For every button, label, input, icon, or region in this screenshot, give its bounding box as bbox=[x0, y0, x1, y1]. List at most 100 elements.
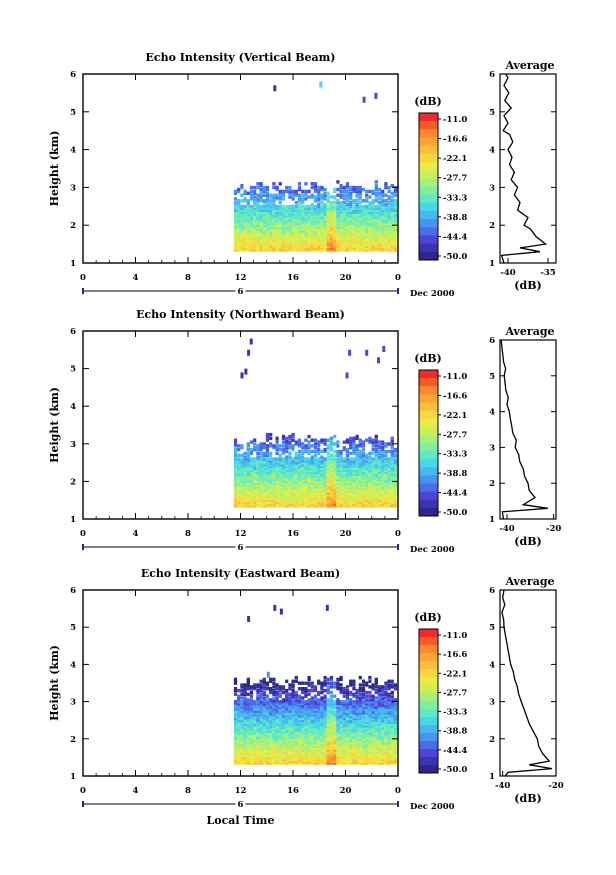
heatmap-cell bbox=[243, 455, 247, 459]
heatmap-cell bbox=[265, 197, 270, 201]
heatmap-cell bbox=[294, 733, 298, 737]
heatmap-cell bbox=[371, 212, 375, 216]
heatmap-cell bbox=[291, 733, 295, 737]
heatmap-cell bbox=[256, 485, 260, 489]
heatmap-cell bbox=[285, 468, 289, 472]
heatmap-cell bbox=[246, 677, 250, 682]
heatmap-cell bbox=[301, 703, 305, 708]
heatmap-cell bbox=[285, 466, 289, 471]
heatmap-cell bbox=[342, 238, 346, 243]
heatmap-cell bbox=[265, 711, 270, 715]
heatmap-cell bbox=[317, 692, 321, 696]
heatmap-cell bbox=[329, 487, 334, 491]
heatmap-cell bbox=[285, 504, 289, 508]
heatmap-cell bbox=[253, 210, 257, 214]
heatmap-cell bbox=[265, 193, 270, 197]
heatmap-cell bbox=[345, 724, 350, 728]
heatmap-cell bbox=[365, 193, 369, 197]
heatmap-cell bbox=[393, 464, 398, 469]
heatmap-cell bbox=[288, 742, 292, 747]
heatmap-cell bbox=[262, 455, 266, 459]
heatmap-cell bbox=[275, 703, 279, 708]
heatmap-cell bbox=[285, 221, 289, 226]
heatmap-cell bbox=[374, 184, 378, 188]
heatmap-cell bbox=[297, 235, 302, 239]
heatmap-cell bbox=[345, 246, 350, 250]
y-tick-label: 2 bbox=[70, 477, 76, 487]
heatmap-cell bbox=[297, 453, 302, 457]
heatmap-cell bbox=[237, 735, 241, 739]
heatmap-cell bbox=[361, 457, 366, 461]
heatmap-cell bbox=[275, 440, 279, 444]
heatmap-cell bbox=[297, 444, 302, 448]
heatmap-cell bbox=[336, 464, 340, 469]
heatmap-cell bbox=[246, 478, 250, 482]
heatmap-cell bbox=[326, 214, 330, 218]
heatmap-cell bbox=[384, 199, 388, 203]
heatmap-cell bbox=[291, 692, 295, 696]
heatmap-cell bbox=[349, 754, 353, 758]
heatmap-cell bbox=[259, 461, 263, 465]
heatmap-cell bbox=[256, 210, 260, 214]
heatmap-cell bbox=[281, 235, 286, 239]
heatmap-cell bbox=[336, 752, 340, 756]
heatmap-cell bbox=[339, 233, 343, 237]
profile-x-tick-label: -35 bbox=[540, 268, 555, 278]
heatmap-cell bbox=[368, 468, 372, 472]
heatmap-cell bbox=[339, 752, 343, 756]
heatmap-cell bbox=[253, 485, 257, 489]
heatmap-cell bbox=[342, 705, 346, 709]
heatmap-cell bbox=[281, 451, 286, 456]
heatmap-cell bbox=[358, 502, 362, 506]
x-tick-label: 4 bbox=[133, 273, 139, 283]
heatmap-cell bbox=[233, 449, 238, 454]
heatmap-cell bbox=[361, 218, 366, 222]
heatmap-cell bbox=[304, 466, 308, 471]
heatmap-cell bbox=[323, 759, 327, 763]
heatmap-cell bbox=[371, 451, 375, 456]
heatmap-cell bbox=[326, 208, 330, 212]
heatmap-cell bbox=[320, 714, 324, 719]
heatmap-cell bbox=[384, 233, 388, 237]
heatmap-cell bbox=[304, 206, 308, 211]
heatmap-cell bbox=[301, 720, 305, 724]
heatmap-cell bbox=[259, 227, 263, 231]
heatmap-cell bbox=[368, 218, 372, 222]
heatmap-cell bbox=[323, 752, 327, 756]
heatmap-cell bbox=[365, 197, 369, 201]
heatmap-cell bbox=[371, 208, 375, 212]
heatmap-cell bbox=[253, 683, 257, 687]
heatmap-cell bbox=[374, 500, 378, 504]
heatmap-cell bbox=[345, 182, 350, 186]
heatmap-cell bbox=[240, 483, 244, 487]
heatmap-cell bbox=[240, 502, 244, 506]
heatmap-cell bbox=[281, 214, 286, 218]
heatmap-cell bbox=[333, 242, 337, 246]
heatmap-cell bbox=[368, 474, 372, 478]
heatmap-cell bbox=[294, 735, 298, 739]
heatmap-cell bbox=[361, 474, 366, 478]
heatmap-cell bbox=[259, 447, 263, 452]
heatmap-cell bbox=[384, 185, 388, 190]
heatmap-cell bbox=[358, 500, 362, 504]
heatmap-cell bbox=[297, 687, 302, 691]
heatmap-cell bbox=[342, 739, 346, 743]
heatmap-cell bbox=[243, 206, 247, 211]
heatmap-cell bbox=[307, 700, 311, 704]
heatmap-cell bbox=[349, 750, 353, 754]
heatmap-cell bbox=[281, 434, 286, 439]
heatmap-cell bbox=[307, 688, 311, 693]
heatmap-cell bbox=[281, 757, 286, 762]
heatmap-cell bbox=[371, 191, 375, 195]
heatmap-cell bbox=[349, 470, 353, 474]
heatmap-cell bbox=[246, 210, 250, 214]
heatmap-cell bbox=[288, 242, 292, 246]
heatmap-cell bbox=[393, 206, 398, 211]
heatmap-cell bbox=[246, 750, 250, 754]
heatmap-cell bbox=[249, 191, 254, 195]
heatmap-cell bbox=[240, 754, 244, 758]
heatmap-cell bbox=[301, 214, 305, 218]
heatmap-cell bbox=[326, 193, 330, 197]
heatmap-cell bbox=[294, 690, 298, 695]
heatmap-cell bbox=[246, 737, 250, 741]
